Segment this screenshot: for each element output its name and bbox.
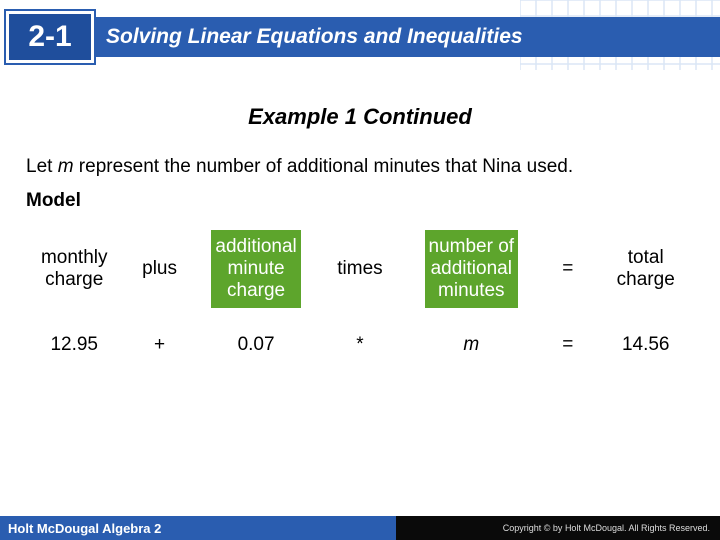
header: 2-1 Solving Linear Equations and Inequal…	[0, 0, 720, 70]
title-bar: Solving Linear Equations and Inequalitie…	[88, 17, 720, 57]
term-number-additional-minutes: number ofadditionalminutes	[405, 228, 539, 310]
model-label: Model	[26, 190, 694, 212]
value-equation-row: 12.95 + 0.07 * m = 14.56	[26, 310, 694, 380]
term-additional-minute-charge: additionalminutecharge	[197, 228, 316, 310]
op-plus: +	[122, 310, 196, 380]
footer-book-title: Holt McDougal Algebra 2	[8, 521, 161, 536]
value-total: 14.56	[597, 310, 694, 380]
content-area: Example 1 Continued Let m represent the …	[0, 70, 720, 380]
value-rate: 0.07	[197, 310, 316, 380]
word-equation-row: monthlycharge plus additionalminutecharg…	[26, 228, 694, 310]
term-plus: plus	[122, 228, 196, 310]
op-equals: =	[538, 310, 597, 380]
footer-copyright: Copyright © by Holt McDougal. All Rights…	[503, 523, 710, 533]
value-variable: m	[405, 310, 539, 380]
term-monthly-charge: monthlycharge	[26, 228, 122, 310]
page-title: Solving Linear Equations and Inequalitie…	[106, 25, 523, 49]
model-table: monthlycharge plus additionalminutecharg…	[26, 228, 694, 380]
footer: Holt McDougal Algebra 2 Copyright © by H…	[0, 516, 720, 540]
op-times: *	[315, 310, 404, 380]
value-monthly-charge: 12.95	[26, 310, 122, 380]
section-number-badge: 2-1	[6, 11, 94, 63]
term-total-charge: totalcharge	[597, 228, 694, 310]
variable-m: m	[58, 156, 74, 177]
section-number: 2-1	[28, 20, 71, 54]
term-equals: =	[538, 228, 597, 310]
example-heading: Example 1 Continued	[26, 104, 694, 130]
term-times: times	[315, 228, 404, 310]
let-statement: Let m represent the number of additional…	[26, 154, 694, 180]
